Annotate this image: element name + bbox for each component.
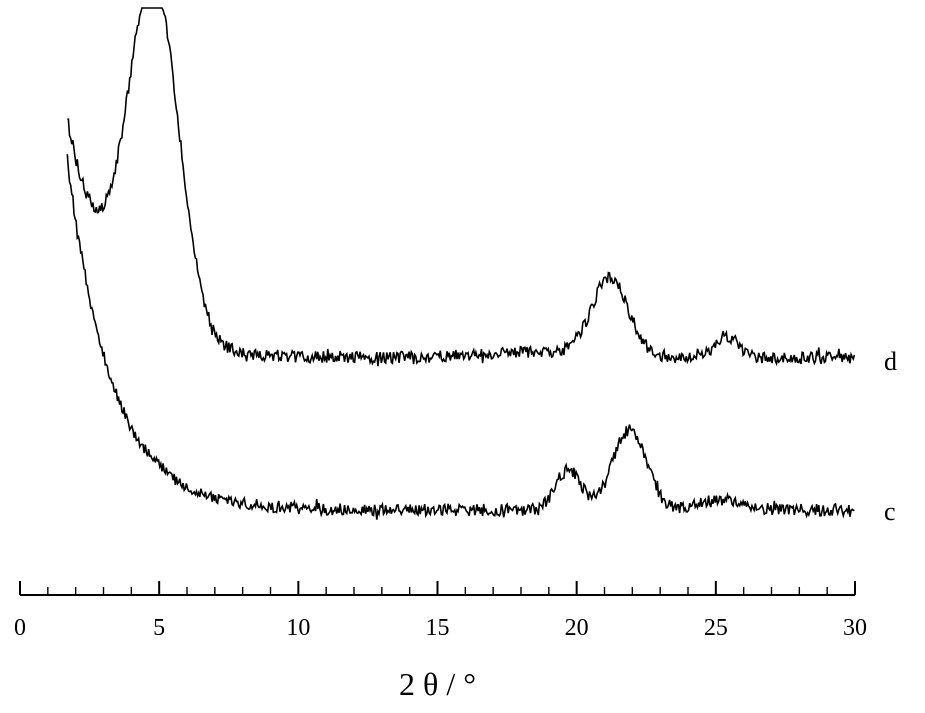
chart-svg: 0 5 10 15 20 25 30 2 θ / ° d c bbox=[0, 0, 925, 713]
x-axis-tick-labels: 0 5 10 15 20 25 30 bbox=[14, 615, 867, 641]
x-axis-ticks bbox=[20, 581, 855, 595]
curve-c-label: c bbox=[884, 497, 896, 526]
x-tick-label: 20 bbox=[565, 615, 589, 641]
x-axis-title: 2 θ / ° bbox=[399, 666, 476, 702]
x-tick-label: 25 bbox=[704, 615, 728, 641]
x-tick-label: 30 bbox=[843, 615, 867, 641]
xrd-chart: 0 5 10 15 20 25 30 2 θ / ° d c bbox=[0, 0, 925, 713]
x-tick-label: 0 bbox=[14, 615, 26, 641]
x-tick-label: 15 bbox=[426, 615, 450, 641]
curve-d bbox=[67, 8, 854, 366]
curve-d-label: d bbox=[884, 347, 897, 376]
x-tick-label: 10 bbox=[286, 615, 310, 641]
x-tick-label: 5 bbox=[153, 615, 165, 641]
